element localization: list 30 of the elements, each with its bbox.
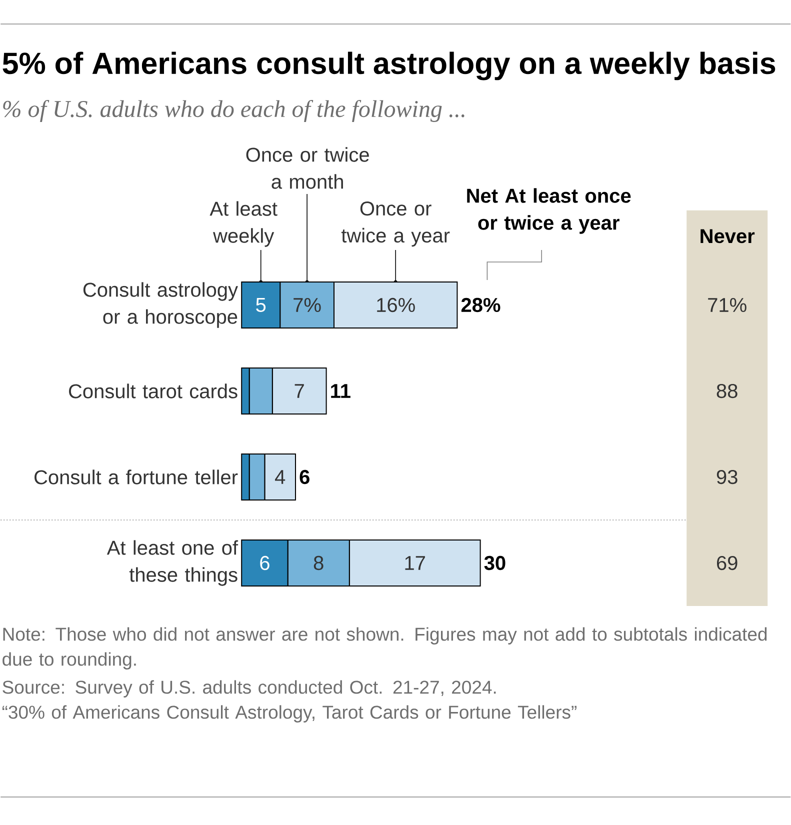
- text: Never: [700, 229, 754, 244]
- total-label: 28%: [461, 298, 500, 312]
- y-tick-label: At least one of these things: [106, 540, 238, 586]
- data-label: 7%: [294, 298, 321, 312]
- text: 69: [716, 556, 738, 570]
- data-label: 7: [294, 384, 304, 398]
- data-label: 16%: [377, 298, 415, 312]
- series-label: Once or twice a year: [341, 201, 450, 247]
- legend-title: Net At least once or twice a year: [467, 188, 631, 234]
- total-label: 30: [484, 556, 506, 570]
- y-tick-label: Consult astrology or a horoscope: [83, 282, 238, 328]
- text: Note: Those who did not answer are not shown. Figures may not add to subtotals indicated due to rounding.: [2, 627, 766, 670]
- text: 71%: [708, 298, 746, 312]
- total-label: 6: [300, 470, 310, 484]
- data-label: 5: [256, 298, 266, 312]
- y-tick-label: Consult tarot cards: [68, 384, 238, 398]
- total-label: 11: [330, 384, 350, 398]
- data-label: 8: [314, 556, 324, 570]
- y-tick-label: Consult a fortune teller: [34, 470, 238, 484]
- series-label: At least weekly: [210, 201, 278, 247]
- chart-title: 5% of Americans consult astrology on a weekly basis: [2, 52, 776, 80]
- text: 93: [716, 470, 738, 484]
- source-note: Source: Survey of U.S. adults conducted Oct. 21-27, 2024.: [2, 680, 496, 698]
- data-label: 17: [405, 556, 425, 570]
- text: 88: [716, 384, 738, 398]
- data-label: 4: [274, 470, 285, 484]
- text: Once or twice a month: [246, 147, 369, 189]
- chart-subtitle: % of U.S. adults who do each of the following ...: [3, 100, 464, 122]
- data-label: 6: [260, 556, 270, 570]
- text: “30% of Americans Consult Astrology, Tarot Cards or Fortune Tellers”: [2, 705, 576, 722]
